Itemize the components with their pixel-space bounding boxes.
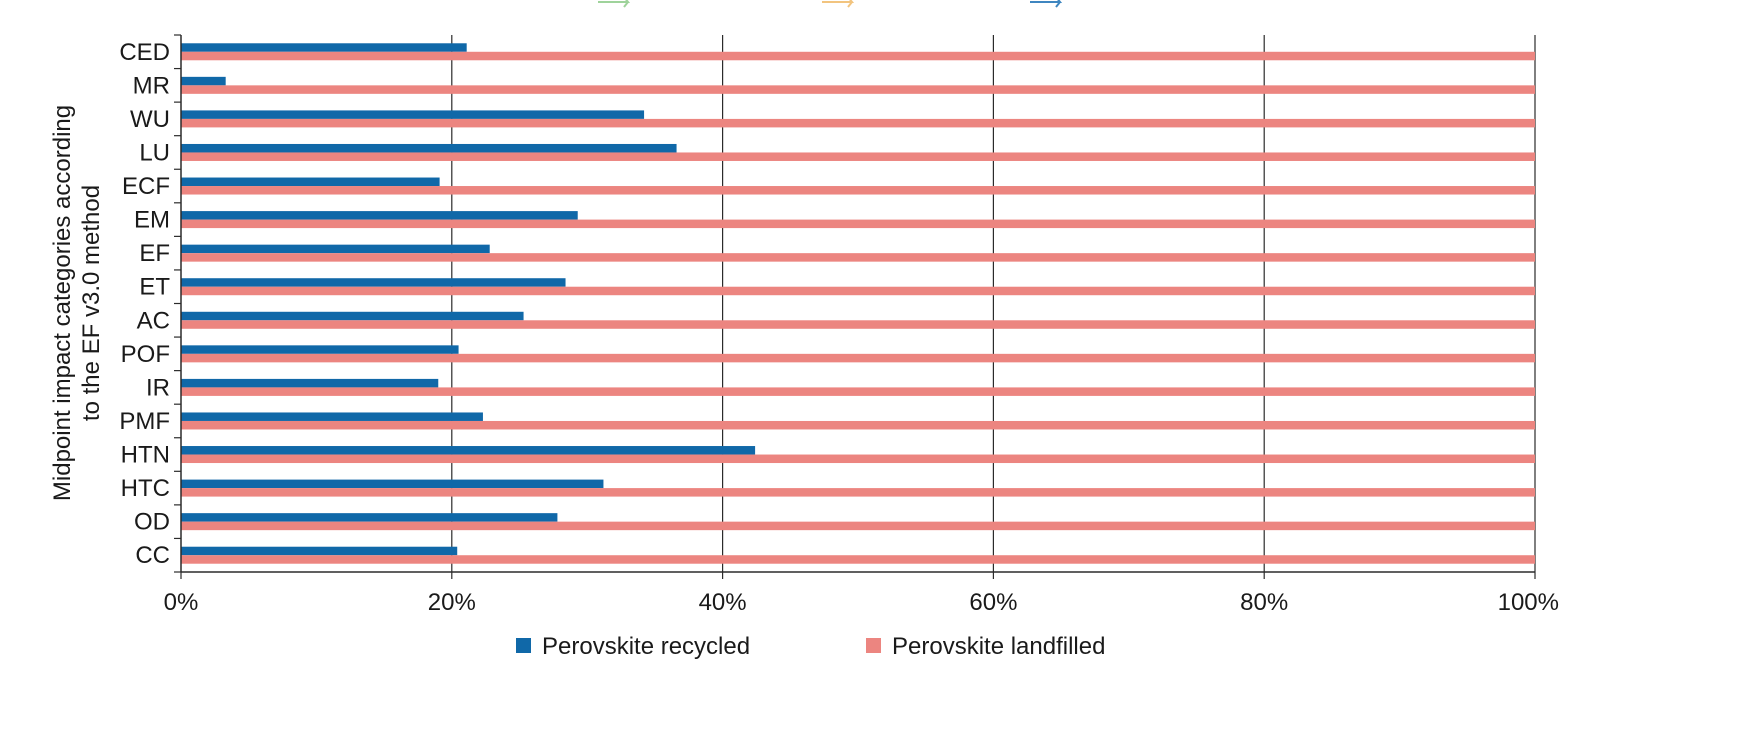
bar xyxy=(181,345,459,354)
bar xyxy=(181,211,578,220)
bar xyxy=(181,479,604,489)
category-label: EM xyxy=(134,207,170,234)
category-label: POF xyxy=(121,341,170,368)
bar xyxy=(181,110,645,119)
bar xyxy=(181,76,226,86)
category-label: HTC xyxy=(121,475,170,502)
x-tick-label: 60% xyxy=(969,589,1017,616)
category-label: LU xyxy=(139,139,170,166)
bar xyxy=(181,311,524,321)
bar xyxy=(181,546,458,556)
bar xyxy=(181,43,467,52)
bar xyxy=(181,412,483,421)
bar xyxy=(181,186,1535,195)
bar xyxy=(181,286,1535,296)
bar xyxy=(181,488,1535,497)
x-tick-labels: 0% 20% 40% 60% 80% 100% xyxy=(164,589,1559,616)
category-label: WU xyxy=(130,106,170,133)
category-label: CC xyxy=(135,542,170,569)
legend-swatch xyxy=(516,638,531,653)
category-label: ET xyxy=(139,274,170,301)
category-label: PMF xyxy=(119,408,170,435)
bar xyxy=(181,420,1535,430)
bar xyxy=(181,244,490,254)
category-label: AC xyxy=(137,307,170,334)
y-axis-title-line: to the EF v3.0 method xyxy=(78,185,105,421)
category-label: MR xyxy=(133,72,170,99)
bar xyxy=(181,521,1535,531)
legend-swatch xyxy=(866,638,881,653)
x-tick-label: 40% xyxy=(699,589,747,616)
bar xyxy=(181,219,1535,229)
legend-label: Perovskite landfilled xyxy=(892,633,1105,660)
category-label: IR xyxy=(146,374,170,401)
bar xyxy=(181,143,677,153)
bar xyxy=(181,85,1535,94)
y-axis-title: Midpoint impact categories accordingto t… xyxy=(49,105,105,501)
bar xyxy=(181,378,439,388)
bar xyxy=(181,353,1535,363)
bar xyxy=(181,152,1535,161)
x-tick-label: 20% xyxy=(428,589,476,616)
bar xyxy=(181,446,756,455)
category-label: OD xyxy=(134,509,170,536)
bar xyxy=(181,320,1535,329)
bar xyxy=(181,454,1535,464)
legend-label: Perovskite recycled xyxy=(542,633,750,660)
decorative-arrows xyxy=(598,0,1063,8)
bar xyxy=(181,278,566,287)
legend: Perovskite recycled Perovskite landfilled xyxy=(516,633,1105,660)
category-label: HTN xyxy=(121,442,170,469)
bar xyxy=(181,51,1535,61)
bar xyxy=(181,177,440,187)
y-axis-title-line: Midpoint impact categories according xyxy=(49,105,76,501)
bars xyxy=(181,43,1535,564)
bar xyxy=(181,387,1535,396)
category-labels: CED MR WU LU ECF EM EF ET AC POF IR PMF HTN HTC OD CC xyxy=(119,39,170,569)
green-arrow-icon xyxy=(598,0,631,8)
bar xyxy=(181,555,1535,564)
x-tick-label: 0% xyxy=(164,589,199,616)
x-tick-label: 100% xyxy=(1498,589,1559,616)
category-label: EF xyxy=(139,240,170,267)
bar xyxy=(181,253,1535,262)
bar xyxy=(181,513,558,522)
category-label: CED xyxy=(119,39,170,66)
category-label: ECF xyxy=(122,173,170,200)
bar xyxy=(181,118,1535,128)
axes xyxy=(174,34,1536,579)
blue-arrow-icon xyxy=(1030,0,1063,8)
orange-arrow-icon xyxy=(822,0,855,8)
x-tick-label: 80% xyxy=(1240,589,1288,616)
